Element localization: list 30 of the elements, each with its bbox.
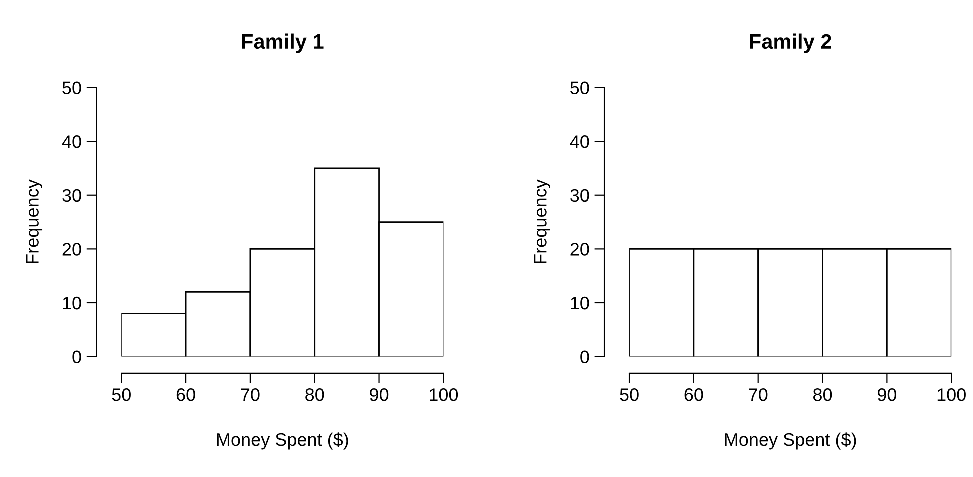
y-tick-label: 30 <box>62 189 82 202</box>
chart-title: Family 1 <box>242 34 324 54</box>
y-tick-label: 30 <box>570 189 590 202</box>
x-tick-label: 100 <box>430 388 458 402</box>
x-tick-label: 50 <box>112 388 131 402</box>
x-tick-label: 90 <box>370 388 389 402</box>
y-axis-title: Frequency <box>534 180 550 264</box>
y-tick-label: 20 <box>62 243 82 256</box>
y-tick-label: 0 <box>580 350 590 364</box>
x-tick-label: 60 <box>684 388 704 402</box>
x-tick-label: 100 <box>938 388 966 402</box>
x-axis-title: Money Spent ($) <box>725 432 856 450</box>
x-axis-title: Money Spent ($) <box>217 432 348 450</box>
y-tick-label: 20 <box>570 243 590 256</box>
y-tick-label: 10 <box>571 296 590 310</box>
y-tick-label: 40 <box>570 136 590 148</box>
y-tick-label: 40 <box>62 136 82 148</box>
x-tick-label: 70 <box>749 388 768 402</box>
x-tick-label: 60 <box>176 388 196 402</box>
x-tick-label: 80 <box>814 388 832 402</box>
y-tick-label: 50 <box>570 82 590 94</box>
y-axis-title: Frequency <box>26 180 43 264</box>
x-tick-label: 80 <box>306 388 324 402</box>
x-tick-label: 70 <box>241 388 260 402</box>
y-tick-label: 50 <box>62 82 82 94</box>
chart-title: Family 2 <box>750 34 832 54</box>
x-tick-label: 50 <box>620 388 639 402</box>
y-tick-label: 0 <box>72 350 82 364</box>
y-tick-label: 10 <box>63 296 82 310</box>
x-tick-label: 90 <box>878 388 897 402</box>
